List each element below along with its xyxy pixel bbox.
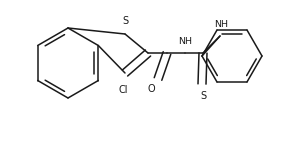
Text: NH: NH xyxy=(178,37,192,46)
Text: S: S xyxy=(122,16,128,26)
Text: O: O xyxy=(147,84,155,94)
Text: S: S xyxy=(200,91,206,101)
Text: Cl: Cl xyxy=(118,85,128,95)
Text: NH: NH xyxy=(214,20,228,29)
